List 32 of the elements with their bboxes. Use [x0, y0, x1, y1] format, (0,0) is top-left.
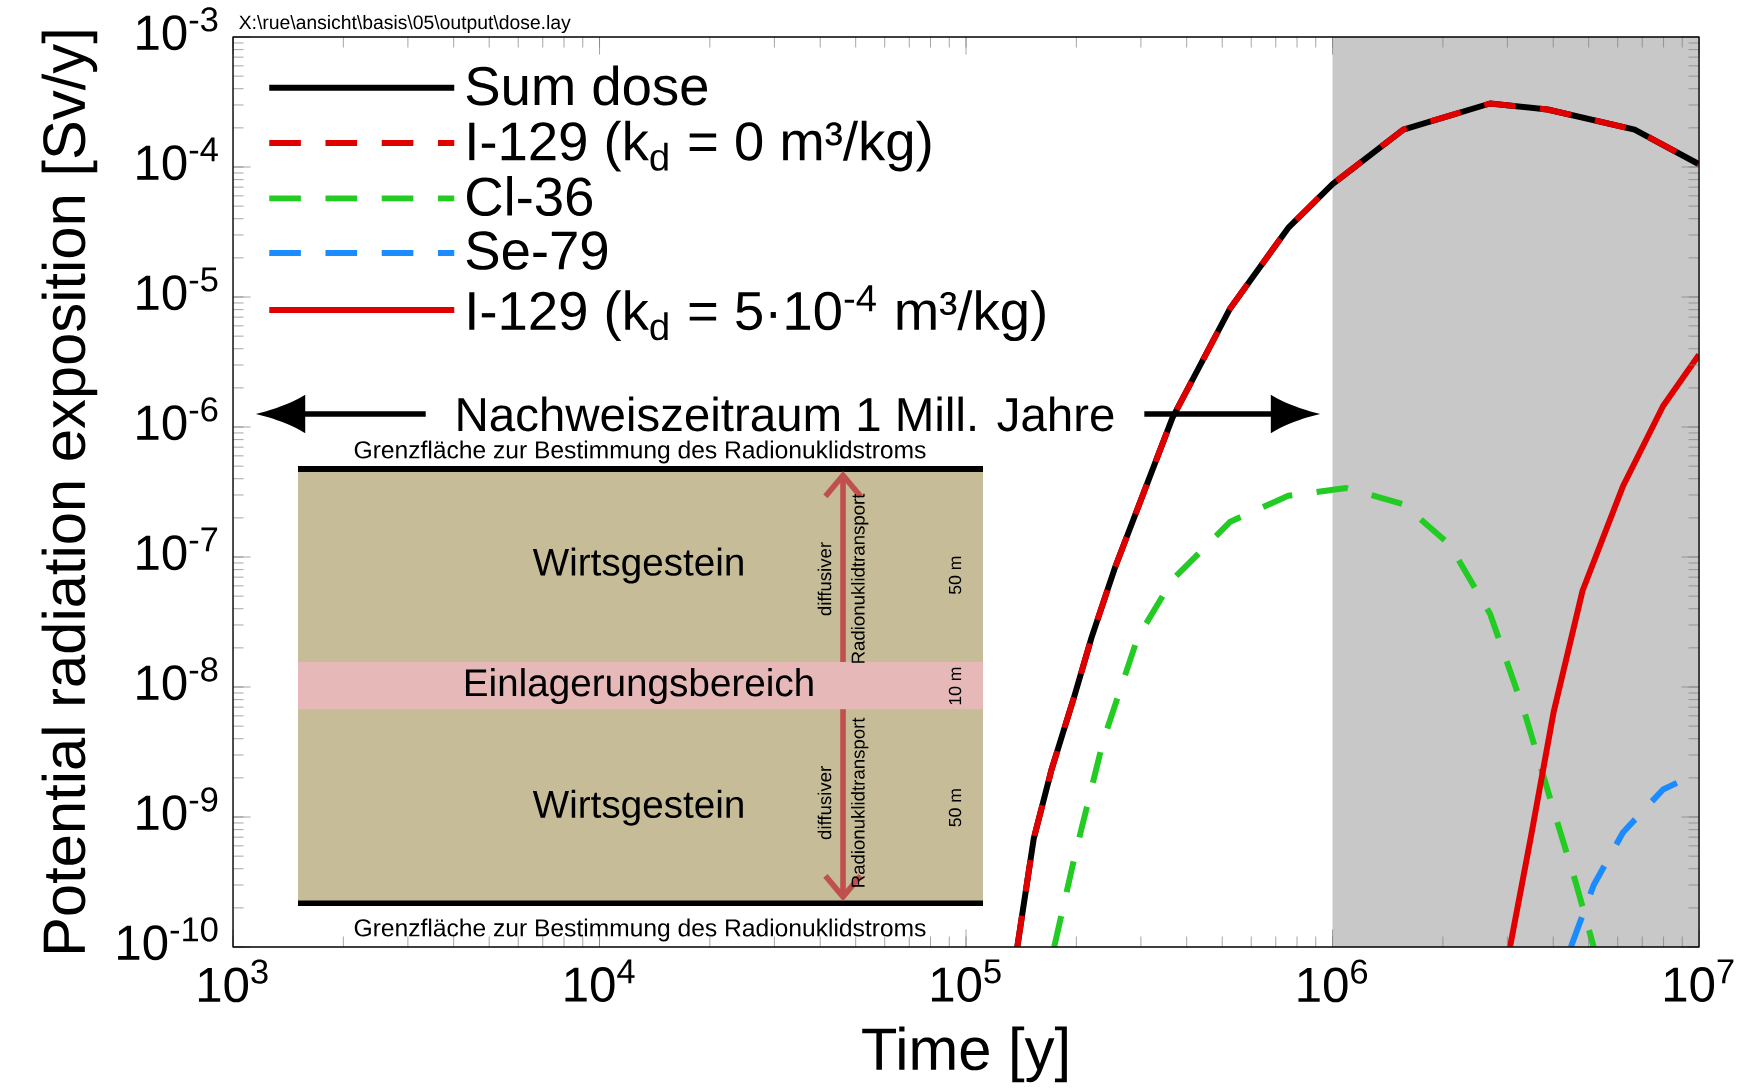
annotation: diffusiver Radionuklidtransport	[817, 493, 869, 663]
x-axis-title: Time [y]	[862, 1026, 1067, 1083]
legend-label: Cl-36	[467, 176, 593, 217]
annotation: Nachweiszeitraum 1 Mill. Jahre	[458, 396, 1114, 432]
annotation: Wirtsgestein	[532, 789, 743, 826]
legend-label: I-129 (k$_{d}$ = 0 m³/kg)	[469, 120, 931, 172]
x-tick-label: 10$^{7}$	[1664, 959, 1734, 1002]
x-tick-label: 10$^{6}$	[1298, 959, 1368, 1003]
legend-label: Sum dose	[466, 65, 708, 106]
y-tick-label: 10$^{-8}$	[137, 657, 218, 701]
y-tick-label: 10$^{-4}$	[137, 137, 218, 181]
annotation: 50 m	[948, 556, 962, 595]
annotation: Grenzfläche zur Bestimmung des Radionuklidstroms	[354, 440, 926, 464]
annotation: Grenzfläche zur Bestimmung des Radionuklidstroms	[354, 918, 926, 942]
x-tick-label: 10$^{4}$	[565, 959, 635, 1002]
y-tick-label: 10$^{-7}$	[137, 527, 218, 571]
y-tick-label: 10$^{-10}$	[118, 917, 218, 961]
y-tick-label: 10$^{-9}$	[137, 787, 218, 831]
y-axis-title: Potential radiation exposition [Sv/y]	[41, 31, 98, 953]
annotation: diffusiver Radionuklidtransport	[817, 717, 869, 887]
annotation: Wirtsgestein	[532, 547, 743, 584]
y-tick-label: 10$^{-3}$	[137, 7, 218, 51]
legend-label: Se-79	[466, 231, 608, 270]
legend-label: I-129 (k$_{d}$ = 5·10$^{-4}$ m³/kg)	[469, 285, 1045, 342]
y-tick-label: 10$^{-6}$	[137, 397, 218, 441]
annotation: 10 m	[948, 667, 962, 705]
text: X:\rue\ansicht\basis\05\output\dose.lay	[239, 14, 571, 34]
annotation: Einlagerungsbereich	[465, 668, 813, 705]
x-tick-label: 10$^{3}$	[198, 959, 268, 1003]
x-tick-label: 10$^{5}$	[931, 959, 1001, 1002]
annotation: 50 m	[948, 789, 962, 827]
y-tick-label: 10$^{-5}$	[137, 267, 218, 311]
